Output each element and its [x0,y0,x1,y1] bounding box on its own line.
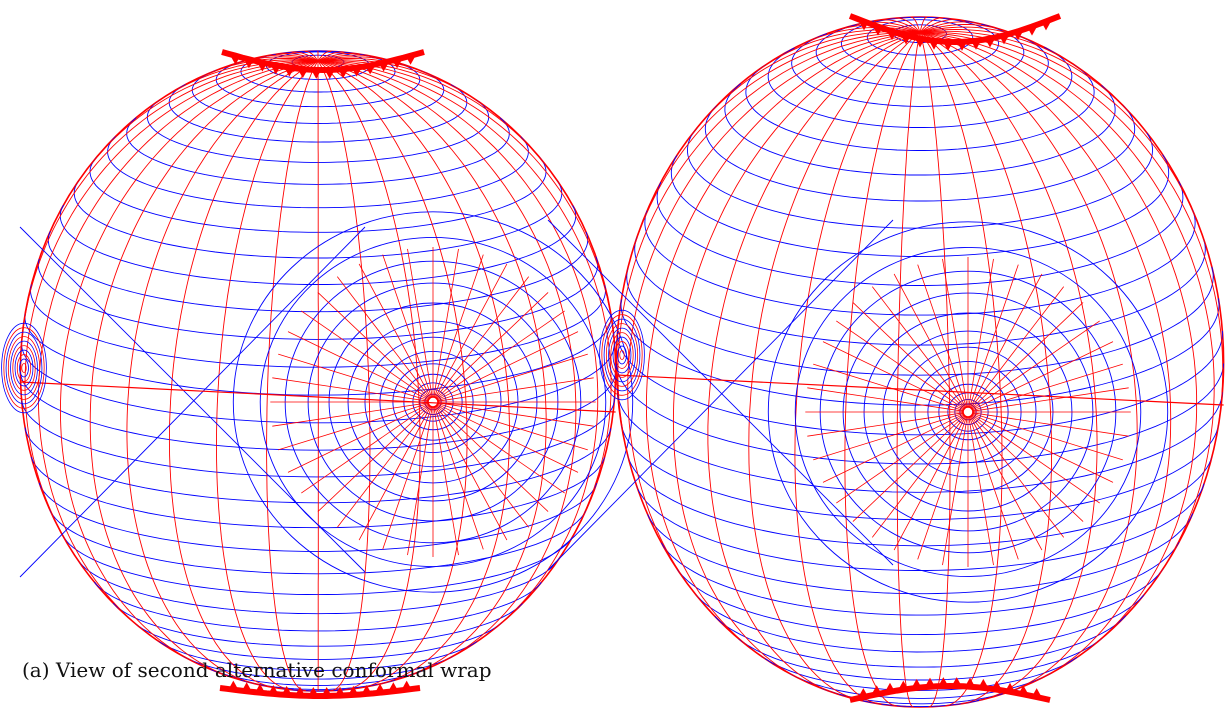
marker-triangle [925,678,935,687]
marker-triangle [402,681,412,690]
pole-spoke [438,354,588,400]
marker-triangle [311,70,321,79]
grid-line-blue [695,593,1145,652]
pole-spoke [813,414,963,460]
edge-cluster-ring [6,332,42,404]
grid-line-red [708,32,920,694]
pole-spoke [278,404,428,450]
grid-line-red [673,32,920,682]
pole-spoke [438,403,594,426]
marker-triangle [965,678,975,687]
marker-triangle [858,688,868,697]
marker-triangle [1041,21,1051,30]
grid-line-blue [635,237,1206,346]
marker-triangle [898,681,908,690]
pole-spoke [383,255,432,398]
pole-marker [428,397,438,407]
grid-line-blue [677,569,1163,635]
marker-triangle [985,39,995,48]
grid-line-red [267,61,318,691]
figure-caption: (a) View of second alternative conformal… [22,658,492,682]
grid-line-red [920,32,1212,267]
marker-triangle [971,41,981,50]
grid-line-blue [725,84,1115,175]
pole-spoke [438,378,594,401]
pole-spoke [972,416,1084,522]
pole-spoke [970,417,1019,560]
marker-triangle [1018,685,1028,694]
grid-line-red [38,61,318,642]
grid-line-red [746,30,920,80]
edge-cluster-ring [4,328,44,409]
grid-line-red [646,32,920,658]
pole-spoke [408,249,433,397]
pole-spoke [318,292,430,398]
pole-spoke [438,404,588,450]
right-sphere-view [548,16,1224,707]
pole-spoke [437,406,549,512]
marker-triangle [1027,27,1037,36]
pole-spoke [435,407,484,550]
marker-triangle [228,681,238,690]
pole-spoke [918,265,967,408]
pole-spoke [969,259,994,407]
pole-spoke [807,413,963,436]
pole-spoke [272,378,428,401]
pole-spoke [918,417,967,560]
grid-line-red [318,61,546,679]
pole-marker [963,407,973,417]
marker-triangle [872,685,882,694]
pole-spoke [434,407,459,555]
grid-line-blue [657,181,1183,285]
marker-triangle [388,682,398,691]
edge-cluster-ring [602,315,642,396]
marker-triangle [242,682,252,691]
pole-spoke [813,364,963,410]
marker-triangle [999,35,1009,44]
edge-cluster-ring [609,328,636,382]
pole-spoke [437,292,549,398]
grid-line-blue [636,484,1204,571]
marker-triangle [298,69,308,78]
left-sphere-view [2,51,633,696]
marker-triangle [1032,688,1042,697]
pole-spoke [973,414,1123,460]
pole-spoke [383,407,432,550]
pole-spoke [943,259,968,407]
edge-cluster-ring [15,350,33,386]
equator-line [616,375,1223,405]
grid-line-red [318,61,370,691]
edge-cluster-ring [618,346,627,364]
marker-triangle [978,679,988,688]
marker-triangle [885,683,895,692]
pole-spoke [278,354,428,400]
edge-cluster-ring [11,341,38,395]
marker-triangle [379,63,389,72]
grid-line-red [920,32,1171,681]
pole-spoke [853,416,965,522]
grid-line-blue [688,128,1153,228]
grid-line-red [845,32,920,706]
marker-triangle [1013,31,1023,40]
edge-cluster-ring [620,351,624,360]
grid-line-red [217,61,319,690]
pole-spoke [970,265,1019,408]
grid-line-blue [705,105,1134,201]
grid-line-red [90,61,318,679]
grid-line-blue [739,638,1103,680]
grid-line-red [169,61,318,688]
marker-triangle [406,56,416,65]
